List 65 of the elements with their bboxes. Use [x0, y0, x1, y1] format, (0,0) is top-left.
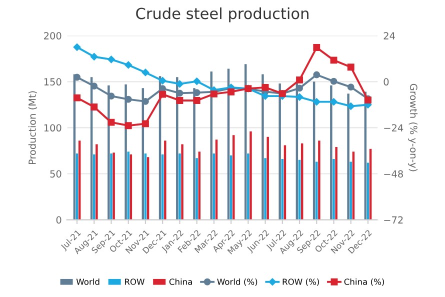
y-tick-label: 50 — [50, 170, 62, 178]
legend-label: ROW — [124, 278, 144, 285]
legend-label: World (%) — [217, 278, 258, 286]
y-tick-label: 100 — [44, 124, 62, 132]
point — [73, 44, 81, 51]
y2-tick-label: 24 — [384, 32, 395, 40]
point — [330, 98, 338, 106]
chart-title: Crude steel production — [136, 7, 308, 22]
y-tick-label: 0 — [56, 216, 62, 224]
y-tick-label: 200 — [44, 32, 62, 40]
bar — [178, 153, 181, 220]
point — [347, 84, 354, 91]
point — [74, 94, 80, 102]
bar — [196, 158, 198, 220]
bar — [318, 140, 320, 220]
y2-tick-label: −24 — [384, 124, 404, 132]
point — [262, 84, 269, 91]
legend-label: China (%) — [344, 278, 384, 286]
point — [90, 104, 98, 110]
point — [330, 78, 338, 85]
bar — [264, 158, 266, 220]
bar — [247, 153, 250, 220]
point — [347, 64, 354, 71]
bar — [181, 144, 184, 220]
point — [312, 98, 320, 106]
point — [228, 88, 235, 96]
point — [108, 118, 115, 126]
bar — [347, 94, 350, 220]
bar — [266, 136, 269, 220]
y2-axis-title: Growth (% y-on-y) — [408, 84, 418, 172]
point — [176, 97, 184, 104]
bar — [112, 152, 115, 220]
point — [176, 80, 184, 88]
point — [108, 56, 115, 64]
point — [142, 68, 150, 76]
point — [90, 53, 98, 60]
bar — [250, 131, 252, 220]
point — [330, 56, 338, 64]
point — [193, 78, 200, 85]
point — [296, 76, 303, 84]
point — [124, 61, 132, 69]
bar — [96, 144, 98, 220]
point — [262, 92, 269, 100]
y2-tick-label: −48 — [384, 170, 403, 178]
point — [124, 122, 132, 130]
point — [313, 44, 320, 52]
point — [159, 90, 166, 98]
point — [313, 71, 320, 78]
point — [193, 97, 200, 104]
bar — [332, 159, 335, 220]
legend-label: China — [169, 278, 192, 285]
bar — [110, 153, 112, 220]
point — [296, 93, 304, 101]
y2-tick-label: 0 — [384, 78, 389, 86]
bar — [335, 147, 338, 220]
bar — [164, 140, 166, 220]
point — [158, 77, 166, 84]
y-tick-label: 150 — [44, 78, 62, 86]
y-axis-title: Production (Mt) — [28, 91, 38, 164]
y2-tick-label: −72 — [384, 216, 403, 224]
point — [347, 102, 355, 110]
point — [108, 92, 115, 100]
legend-label: ROW (%) — [282, 278, 319, 286]
legend-label: World — [76, 278, 100, 285]
point — [142, 120, 149, 128]
